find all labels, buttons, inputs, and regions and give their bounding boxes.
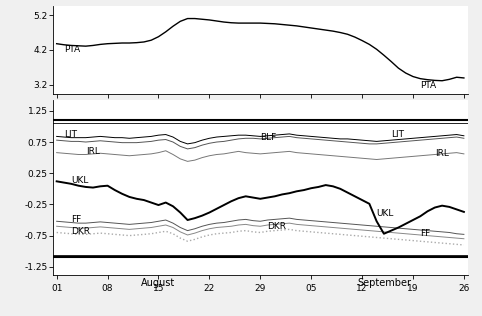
Text: PTA: PTA (420, 81, 436, 90)
Text: LIT: LIT (391, 130, 404, 139)
Text: FF: FF (71, 215, 81, 224)
Text: DKR: DKR (71, 228, 90, 236)
Text: UKL: UKL (376, 209, 394, 218)
Text: PTA: PTA (64, 46, 80, 54)
Text: DKR: DKR (268, 222, 287, 231)
Text: LIT: LIT (64, 130, 77, 139)
Text: BLF: BLF (260, 132, 277, 142)
Text: September: September (357, 278, 411, 288)
Text: IRL: IRL (435, 149, 449, 158)
Text: August: August (141, 278, 175, 288)
Text: IRL: IRL (86, 147, 100, 156)
Text: FF: FF (420, 229, 430, 238)
Text: UKL: UKL (71, 176, 89, 185)
